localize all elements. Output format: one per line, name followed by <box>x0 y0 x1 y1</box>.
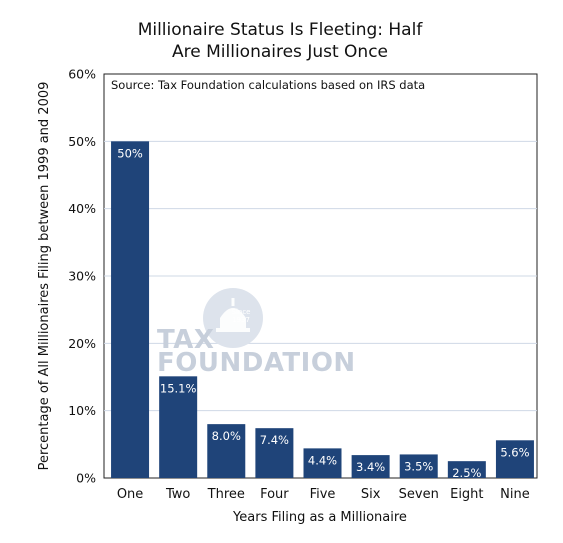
bars: 50% 15.1% 8.0% 7.4% 4.4% 3.4% 3.5% 2.5% 5.6% <box>111 141 534 480</box>
bar-six <box>351 455 390 478</box>
chart-title-line-1: Millionaire Status Is Fleeting: Half <box>138 20 424 40</box>
bar-five <box>303 448 342 478</box>
x-tick-label: Seven <box>399 487 439 502</box>
x-axis-title: Years Filing as a Millionaire <box>232 510 407 525</box>
x-tick-label: Nine <box>500 487 530 502</box>
watermark-text-tax: TAX <box>157 325 214 355</box>
bar-value-label: 3.4% <box>356 460 385 474</box>
capitol-dome-icon <box>216 308 250 332</box>
watermark-seal-text-1: Since <box>232 308 251 316</box>
bar-value-label: 7.4% <box>260 433 289 447</box>
bar-value-label: 5.6% <box>500 445 529 459</box>
grid-lines <box>104 140 537 412</box>
bar-value-label: 3.5% <box>404 459 433 473</box>
bar-two <box>159 376 198 478</box>
y-tick-label: 60% <box>68 67 96 82</box>
x-tick-label: Five <box>310 487 336 502</box>
bar-four <box>255 428 294 478</box>
watermark-dome-spire <box>231 298 235 306</box>
bar-three <box>207 424 246 478</box>
bar-value-label: 2.5% <box>452 466 481 480</box>
chart-title-line-2: Are Millionaires Just Once <box>172 42 388 62</box>
bar-value-label: 15.1% <box>160 381 197 395</box>
bar-eight <box>447 461 486 478</box>
y-ticks: 0% 10% 20% 30% 40% 50% 60% <box>68 67 96 486</box>
y-tick-label: 10% <box>68 403 96 418</box>
y-tick-label: 40% <box>68 201 96 216</box>
bar-value-label: 4.4% <box>308 453 337 467</box>
x-tick-label: Four <box>260 487 289 502</box>
bar-seven <box>399 454 438 478</box>
x-tick-label: Two <box>165 487 190 502</box>
y-tick-label: 0% <box>76 471 96 486</box>
y-axis-title: Percentage of All Millionaires Filing be… <box>37 82 52 471</box>
bar-one <box>111 141 150 479</box>
y-tick-label: 20% <box>68 336 96 351</box>
watermark: Since 1937 TAX FOUNDATION <box>157 288 356 378</box>
bar-value-label: 8.0% <box>212 429 241 443</box>
source-note: Source: Tax Foundation calculations base… <box>111 78 425 92</box>
x-tick-label: Six <box>361 487 381 502</box>
watermark-text-foundation: FOUNDATION <box>157 348 356 378</box>
x-tick-label: One <box>117 487 143 502</box>
x-ticks: One Two Three Four Five Six Seven Eight Nine <box>117 487 530 502</box>
x-tick-label: Three <box>207 487 245 502</box>
watermark-seal-text-2: 1937 <box>232 316 250 324</box>
y-tick-label: 50% <box>68 134 96 149</box>
y-tick-label: 30% <box>68 269 96 284</box>
bar-value-label: 50% <box>117 146 143 160</box>
x-tick-label: Eight <box>450 487 483 502</box>
bar-nine <box>495 440 534 478</box>
